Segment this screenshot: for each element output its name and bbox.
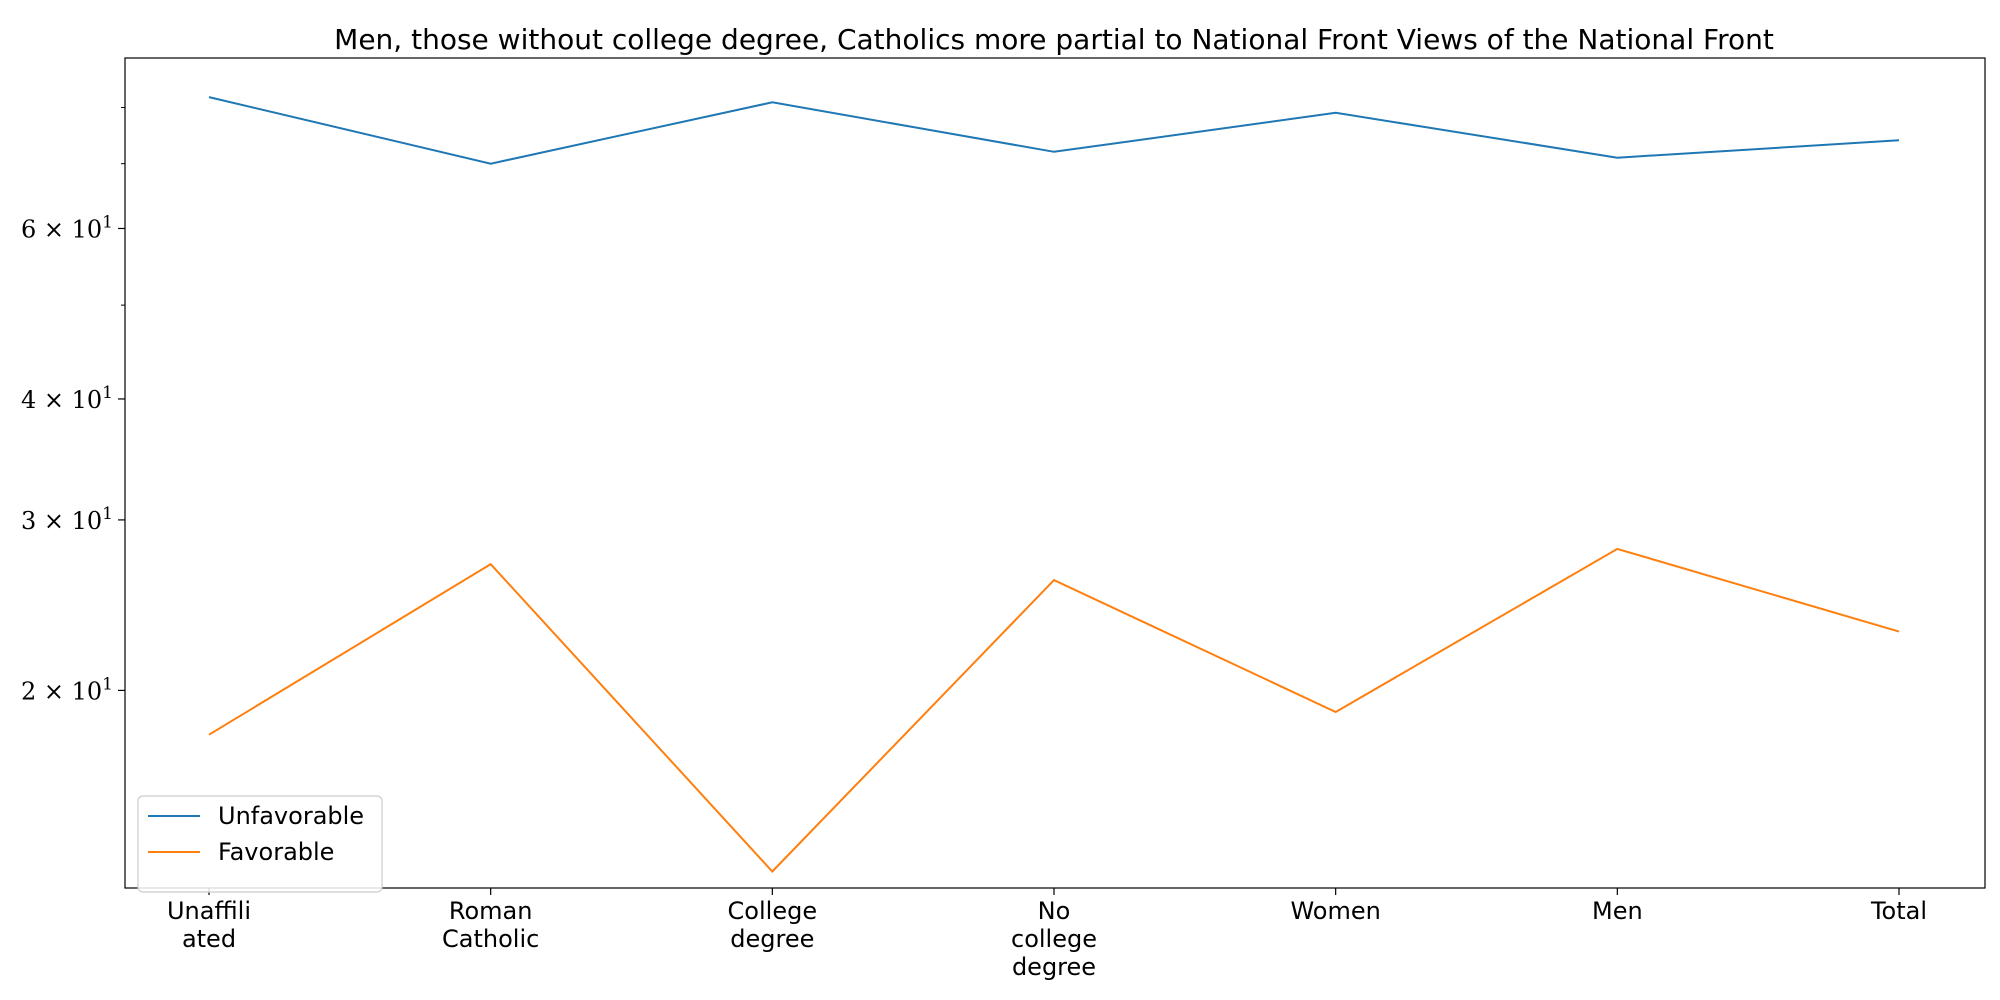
chart-title: Men, those without college degree, Catho… — [334, 23, 1774, 56]
x-tick-label: Women — [1290, 897, 1380, 925]
y-tick-label: 4 × 101 — [21, 383, 113, 414]
legend: Unfavorable Favorable — [137, 795, 383, 893]
plot-area: Unaffili ated Roman Catholic College degree No… — [21, 57, 1986, 981]
series-line-favorable — [208, 547, 1900, 873]
x-tick-label: Unaffili ated — [167, 897, 251, 953]
x-tick-label: Men — [1592, 897, 1643, 925]
x-tick-label: Roman Catholic — [442, 897, 539, 953]
x-tick-label: College degree — [728, 897, 818, 953]
y-tick-label: 3 × 101 — [21, 504, 113, 535]
x-tick-label: Total — [1870, 897, 1927, 925]
x-tick-label: No college degree — [1011, 897, 1097, 981]
legend-label-favorable: Favorable — [218, 838, 334, 866]
series-line-unfavorable — [208, 96, 1900, 165]
legend-label-unfavorable: Unfavorable — [218, 802, 364, 830]
y-tick-label: 2 × 101 — [21, 674, 113, 705]
legend-box — [137, 795, 383, 893]
y-tick-label: 6 × 101 — [21, 212, 113, 243]
plot-frame — [124, 57, 1986, 889]
